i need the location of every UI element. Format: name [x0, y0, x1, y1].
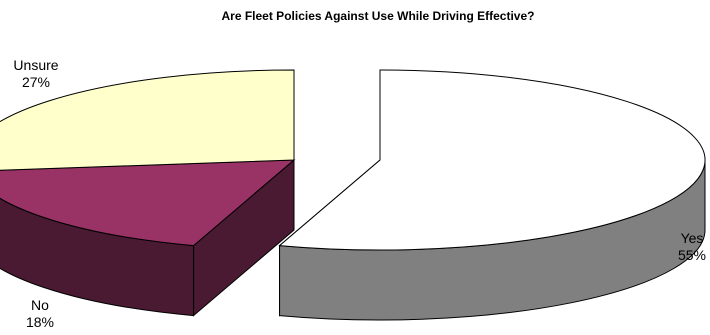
slice-no: [0, 159, 296, 247]
pie-slices: [0, 69, 706, 321]
slice-label-unsure: Unsure 27%: [13, 57, 58, 90]
slice-label-no: No 18%: [26, 297, 54, 330]
chart-title: Are Fleet Policies Against Use While Dri…: [222, 9, 535, 23]
slice-label-yes: Yes 55%: [678, 230, 706, 263]
slice-labels: Yes 55% No 18% Unsure 27%: [13, 57, 706, 330]
slice-yes: [278, 69, 706, 251]
slice-unsure: [0, 69, 295, 171]
